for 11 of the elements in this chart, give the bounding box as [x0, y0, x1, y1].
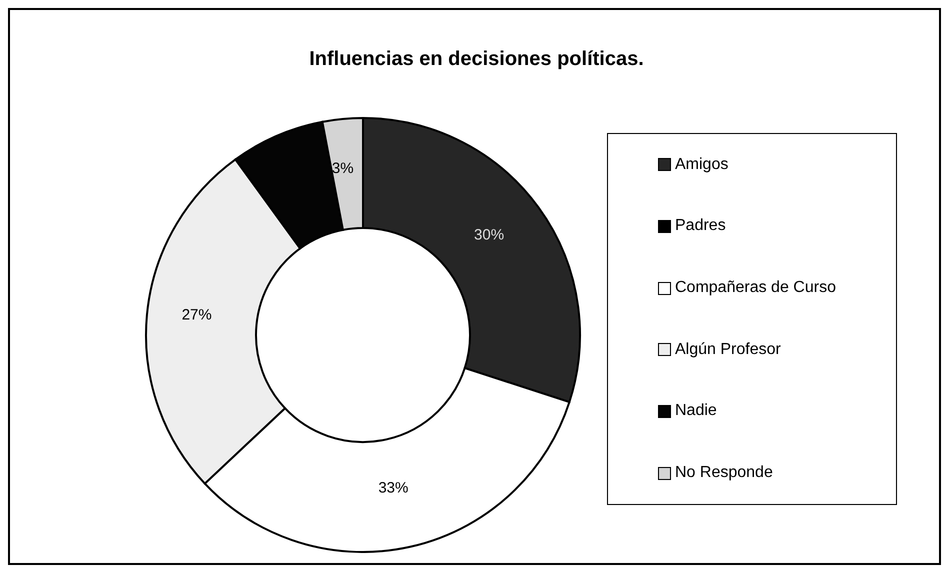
legend-label: Padres: [675, 217, 726, 236]
legend-label: Amigos: [675, 156, 728, 174]
chart-title: Influencias en decisiones políticas.: [308, 48, 645, 71]
data-label: 27%: [182, 306, 212, 324]
legend-label: Compañeras de Curso: [675, 279, 836, 298]
legend-label: Nadie: [675, 402, 717, 420]
legend-label: Algún Profesor: [675, 340, 781, 359]
data-label: 3%: [332, 160, 354, 178]
data-label: 30%: [474, 226, 504, 244]
legend-label: No Responde: [675, 464, 773, 482]
data-label: 33%: [378, 480, 408, 497]
